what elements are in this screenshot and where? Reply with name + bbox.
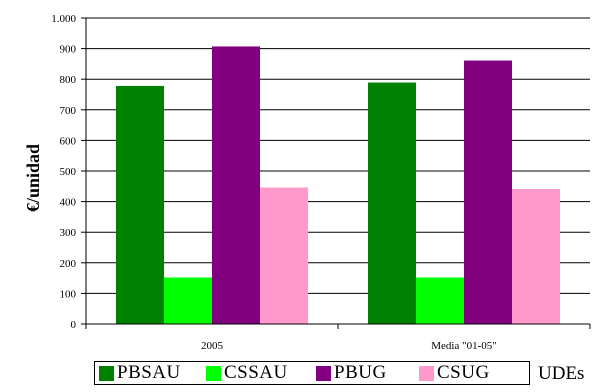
legend-swatch-csug	[419, 365, 434, 381]
legend-label-csug: CSUG	[437, 362, 490, 383]
y-tick-label: 700	[60, 105, 77, 117]
bars	[116, 46, 560, 325]
legend-swatch-cssau	[206, 365, 221, 381]
bar-cssau-1	[416, 277, 464, 324]
legend-item-csug: CSUG	[419, 362, 490, 384]
y-tick-label: 500	[60, 166, 77, 178]
bar-csug-1	[512, 189, 560, 324]
legend: PBSAU CSSAU PBUG CSUG	[94, 361, 530, 385]
legend-swatch-pbug	[316, 365, 331, 381]
axes: 0 100 200 300 400 500 600 700 800 900 1.000 2005 Med…	[51, 13, 591, 352]
y-tick-label: 100	[60, 288, 77, 300]
bar-pbug-1	[464, 60, 512, 325]
bar-pbsau-0	[116, 85, 164, 324]
legend-label-cssau: CSSAU	[224, 362, 288, 383]
legend-swatch-pbsau	[99, 365, 114, 381]
y-tick-label: 400	[60, 197, 77, 209]
x-tick-label: Media "01-05"	[431, 340, 497, 352]
y-axis-label: €/unidad	[23, 144, 43, 212]
y-tick-label: 1.000	[51, 13, 76, 25]
legend-label-pbug: PBUG	[334, 362, 387, 383]
bar-csug-0	[260, 187, 308, 324]
bar-pbug-0	[212, 46, 260, 324]
y-tick-label: 900	[60, 44, 77, 56]
bar-cssau-0	[164, 277, 212, 324]
y-tick-label: 300	[60, 227, 77, 239]
y-tick-label: 600	[60, 135, 77, 147]
legend-unit-label: UDEs	[538, 363, 585, 384]
bar-pbsau-1	[368, 82, 416, 324]
legend-item-pbsau: PBSAU	[99, 362, 206, 384]
gridlines	[86, 17, 590, 294]
y-tick-label: 800	[60, 74, 77, 86]
legend-item-pbug: PBUG	[316, 362, 419, 384]
legend-label-pbsau: PBSAU	[117, 362, 181, 383]
y-tick-label: 200	[60, 258, 77, 270]
legend-item-cssau: CSSAU	[206, 362, 316, 384]
x-tick-label: 2005	[201, 340, 224, 352]
y-tick-label: 0	[71, 319, 77, 331]
